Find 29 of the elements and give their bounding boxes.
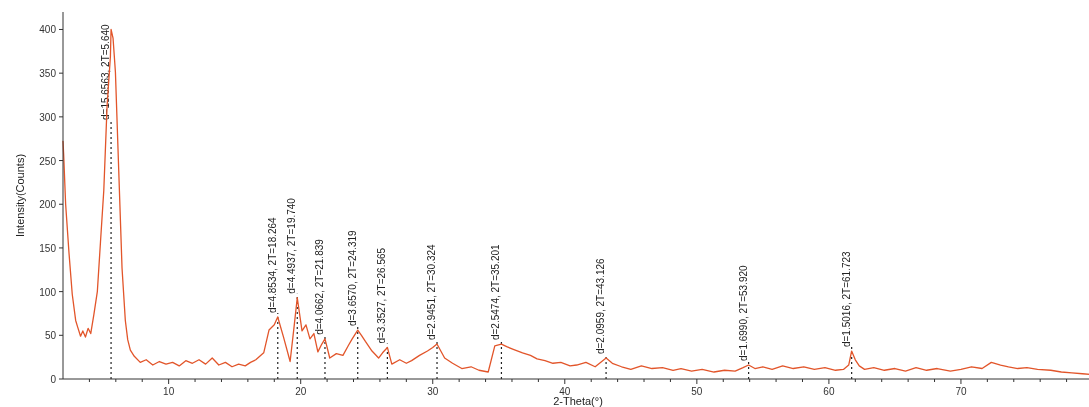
y-tick-label: 150 xyxy=(39,242,57,254)
ref-line-label: d=4.8534, 2T=18.264 xyxy=(266,216,278,313)
ref-line-label: d=3.3527, 2T=26.565 xyxy=(376,247,388,344)
ref-line-label: d=4.0662, 2T=21.839 xyxy=(313,238,325,335)
y-tick-label: 0 xyxy=(50,374,57,385)
x-tick-label: 40 xyxy=(559,386,571,397)
y-tick-label: 100 xyxy=(39,286,57,298)
ref-line-label: d=2.0959, 2T=43.126 xyxy=(595,257,607,355)
ref-line-label: d=1.5016, 2T=61.723 xyxy=(840,250,852,348)
y-tick-label: 350 xyxy=(39,68,57,80)
x-tick-label: 10 xyxy=(163,386,175,397)
x-tick-label: 30 xyxy=(427,386,439,397)
y-tick-label: 400 xyxy=(39,24,57,36)
x-tick-label: 70 xyxy=(955,386,967,397)
ref-line-label: d=1.6990, 2T=53.920 xyxy=(737,264,749,362)
x-tick-label: 50 xyxy=(691,386,703,397)
y-tick-label: 200 xyxy=(39,199,57,211)
y-axis-title: Intensity(Counts) xyxy=(14,153,26,238)
y-tick-label: 250 xyxy=(39,155,57,167)
x-axis-title: 2-Theta(°) xyxy=(553,395,603,407)
x-tick-label: 60 xyxy=(823,386,835,397)
x-tick-label: 20 xyxy=(295,386,307,397)
y-tick-label: 50 xyxy=(44,330,57,342)
ref-line-label: d=3.6570, 2T=24.319 xyxy=(346,229,358,327)
ref-line-label: d=2.9451, 2T=30.324 xyxy=(426,243,438,341)
y-tick-label: 300 xyxy=(39,111,57,123)
ref-line-label: d=4.4937, 2T=19.740 xyxy=(286,197,298,294)
ref-line-label: d=2.5474, 2T=35.201 xyxy=(490,243,502,341)
ref-line-label: d=15.6563, 2T=5.640 xyxy=(100,23,112,120)
